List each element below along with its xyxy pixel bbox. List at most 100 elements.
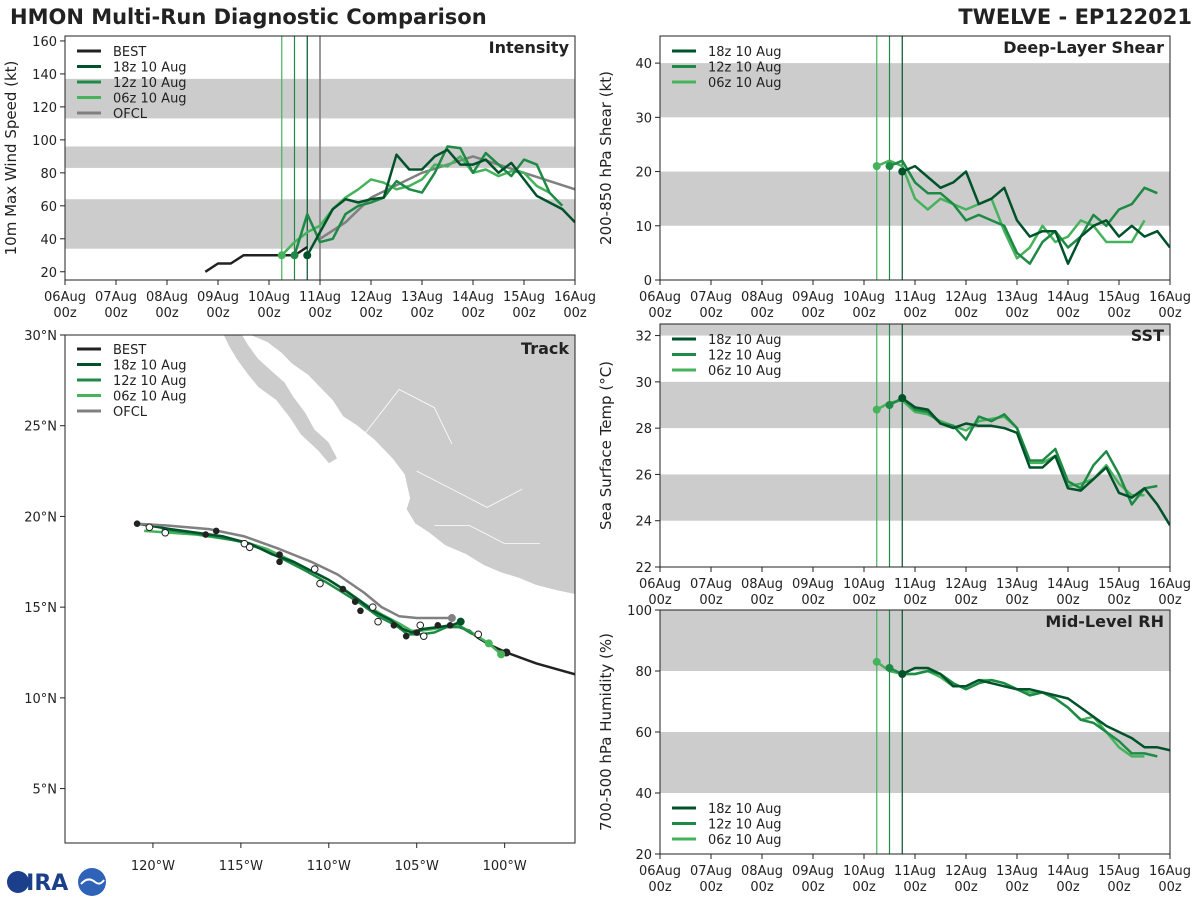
xtick-label-shear: 12Aug bbox=[945, 290, 987, 305]
ytick-label-sst: 28 bbox=[635, 422, 652, 437]
legend-label-12z-10-aug: 12z 10 Aug bbox=[708, 61, 782, 76]
ytick-label-intensity: 60 bbox=[40, 200, 57, 215]
xtick-label-sst: 06Aug bbox=[639, 577, 681, 592]
xtick-label-intensity: 11Aug bbox=[299, 290, 341, 305]
ytick-label-intensity: 80 bbox=[40, 167, 57, 182]
legend-label-12z-10-aug: 12z 10 Aug bbox=[113, 374, 187, 389]
track-position-open-dot bbox=[240, 539, 249, 548]
figure-title-right: TWELVE - EP122021 bbox=[958, 5, 1192, 29]
ytick-label-rh: 80 bbox=[635, 665, 652, 680]
track-position-dot bbox=[402, 632, 410, 640]
xtick-label-shear: 00z bbox=[954, 306, 978, 321]
xtick-label-rh: 00z bbox=[954, 880, 978, 895]
series-marker-18z-10-aug bbox=[898, 670, 907, 679]
track-position-open-dot bbox=[374, 617, 382, 626]
xtick-label-sst: 00z bbox=[1005, 593, 1029, 608]
xtick-label-sst: 00z bbox=[699, 593, 723, 608]
band-sst-2 bbox=[660, 324, 1170, 336]
ytick-label-track: 15°N bbox=[24, 601, 57, 616]
track-position-open-dot bbox=[245, 543, 254, 552]
xtick-label-intensity: 00z bbox=[512, 306, 536, 321]
xtick-label-rh: 11Aug bbox=[894, 864, 936, 879]
xtick-label-intensity: 00z bbox=[308, 306, 332, 321]
track-position-open-dot bbox=[474, 630, 483, 639]
xtick-label-sst: 11Aug bbox=[894, 577, 936, 592]
logo-mark-icon bbox=[7, 871, 29, 893]
xtick-label-rh: 00z bbox=[648, 880, 672, 895]
ytick-label-shear: 40 bbox=[635, 57, 652, 72]
panel-title-shear: Deep-Layer Shear bbox=[1003, 38, 1164, 57]
series-line-12z-10-aug bbox=[889, 159, 1158, 265]
cira-logo: CIRA bbox=[7, 868, 106, 896]
legend-label-12z-10-aug: 12z 10 Aug bbox=[708, 818, 782, 833]
xtick-label-intensity: 09Aug bbox=[197, 290, 239, 305]
xtick-label-shear: 00z bbox=[1056, 306, 1080, 321]
xtick-label-shear: 00z bbox=[801, 306, 825, 321]
xtick-label-sst: 07Aug bbox=[690, 577, 732, 592]
xtick-label-shear: 10Aug bbox=[843, 290, 885, 305]
xtick-label-intensity: 14Aug bbox=[452, 290, 494, 305]
xtick-label-sst: 00z bbox=[1158, 593, 1182, 608]
legend-label-06z-10-aug: 06z 10 Aug bbox=[708, 76, 782, 91]
legend-label-06z-10-aug: 06z 10 Aug bbox=[113, 390, 187, 405]
track-map-layer bbox=[133, 335, 575, 676]
series-group-shear bbox=[872, 159, 1170, 265]
ytick-label-shear: 0 bbox=[644, 274, 652, 289]
track-position-dot bbox=[276, 551, 283, 558]
series-line-12z-10-aug bbox=[888, 666, 1158, 758]
xtick-label-rh: 00z bbox=[750, 880, 774, 895]
series-line-12z-10-aug bbox=[293, 145, 564, 256]
band-rh-1 bbox=[660, 610, 1170, 671]
xtick-label-shear: 15Aug bbox=[1098, 290, 1140, 305]
xtick-label-rh: 16Aug bbox=[1149, 864, 1191, 879]
xtick-label-intensity: 13Aug bbox=[401, 290, 443, 305]
track-position-dot bbox=[133, 520, 141, 527]
ytick-label-rh: 100 bbox=[627, 604, 652, 619]
panel-title-track: Track bbox=[521, 339, 569, 358]
xtick-label-shear: 06Aug bbox=[639, 290, 681, 305]
panel-sst: 22242628303206Aug00z07Aug00z08Aug00z09Au… bbox=[597, 323, 1191, 608]
xtick-label-rh: 06Aug bbox=[639, 864, 681, 879]
ytick-label-track: 30°N bbox=[24, 329, 57, 344]
track-position-dot bbox=[351, 598, 359, 605]
track-line-06z-10-aug bbox=[144, 529, 502, 656]
xtick-label-track: 120°W bbox=[131, 859, 175, 874]
xtick-label-track: 100°W bbox=[483, 859, 527, 874]
xtick-label-rh: 00z bbox=[1158, 880, 1182, 895]
xtick-label-intensity: 10Aug bbox=[248, 290, 290, 305]
xtick-label-intensity: 16Aug bbox=[554, 290, 596, 305]
legend-label-ofcl: OFCL bbox=[113, 107, 148, 122]
legend-label-18z-10-aug: 18z 10 Aug bbox=[708, 802, 782, 817]
series-line-06z-10-aug bbox=[280, 155, 551, 257]
xtick-label-shear: 00z bbox=[750, 306, 774, 321]
xtick-label-shear: 08Aug bbox=[741, 290, 783, 305]
xtick-label-sst: 00z bbox=[1107, 593, 1131, 608]
xtick-label-sst: 00z bbox=[1056, 593, 1080, 608]
xtick-label-intensity: 00z bbox=[359, 306, 383, 321]
xtick-label-shear: 00z bbox=[1005, 306, 1029, 321]
xtick-label-shear: 00z bbox=[1107, 306, 1131, 321]
legend-label-12z-10-aug: 12z 10 Aug bbox=[113, 76, 187, 91]
ylabel-intensity: 10m Max Wind Speed (kt) bbox=[2, 61, 20, 256]
series-marker-12z-10-aug bbox=[885, 162, 894, 171]
xtick-label-shear: 00z bbox=[852, 306, 876, 321]
series-marker-18z-10-aug bbox=[303, 251, 312, 260]
xtick-label-intensity: 00z bbox=[410, 306, 434, 321]
logo-text: CIRA bbox=[10, 871, 68, 896]
track-position-open-dot bbox=[145, 523, 154, 532]
xtick-label-sst: 08Aug bbox=[741, 577, 783, 592]
series-line-18z-10-aug bbox=[901, 666, 1170, 752]
legend-label-best: BEST bbox=[113, 343, 146, 358]
track-position-dot bbox=[390, 621, 398, 629]
xtick-label-rh: 15Aug bbox=[1098, 864, 1140, 879]
panel-title-sst: SST bbox=[1131, 326, 1164, 345]
xtick-label-sst: 00z bbox=[648, 593, 672, 608]
ytick-label-shear: 20 bbox=[635, 166, 652, 181]
ytick-label-rh: 60 bbox=[635, 726, 652, 741]
track-position-open-dot bbox=[419, 632, 428, 640]
track-position-open-dot bbox=[416, 621, 425, 630]
legend-label-18z-10-aug: 18z 10 Aug bbox=[113, 61, 187, 76]
ytick-label-shear: 10 bbox=[635, 220, 652, 235]
panel-track: 120°W 115°W 110°W 105°W 100°W 5°N 10°N 15°N 20°N… bbox=[24, 329, 576, 874]
